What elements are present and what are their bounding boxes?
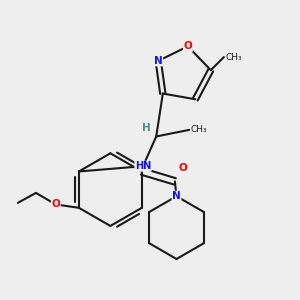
Text: H: H [142,123,151,133]
Text: CH₃: CH₃ [191,125,208,134]
Text: O: O [179,163,188,173]
Text: N: N [154,56,163,66]
Text: O: O [184,41,192,51]
Text: O: O [51,200,60,209]
Text: HN: HN [135,161,151,171]
Text: CH₃: CH₃ [226,52,242,62]
Text: N: N [172,191,181,201]
